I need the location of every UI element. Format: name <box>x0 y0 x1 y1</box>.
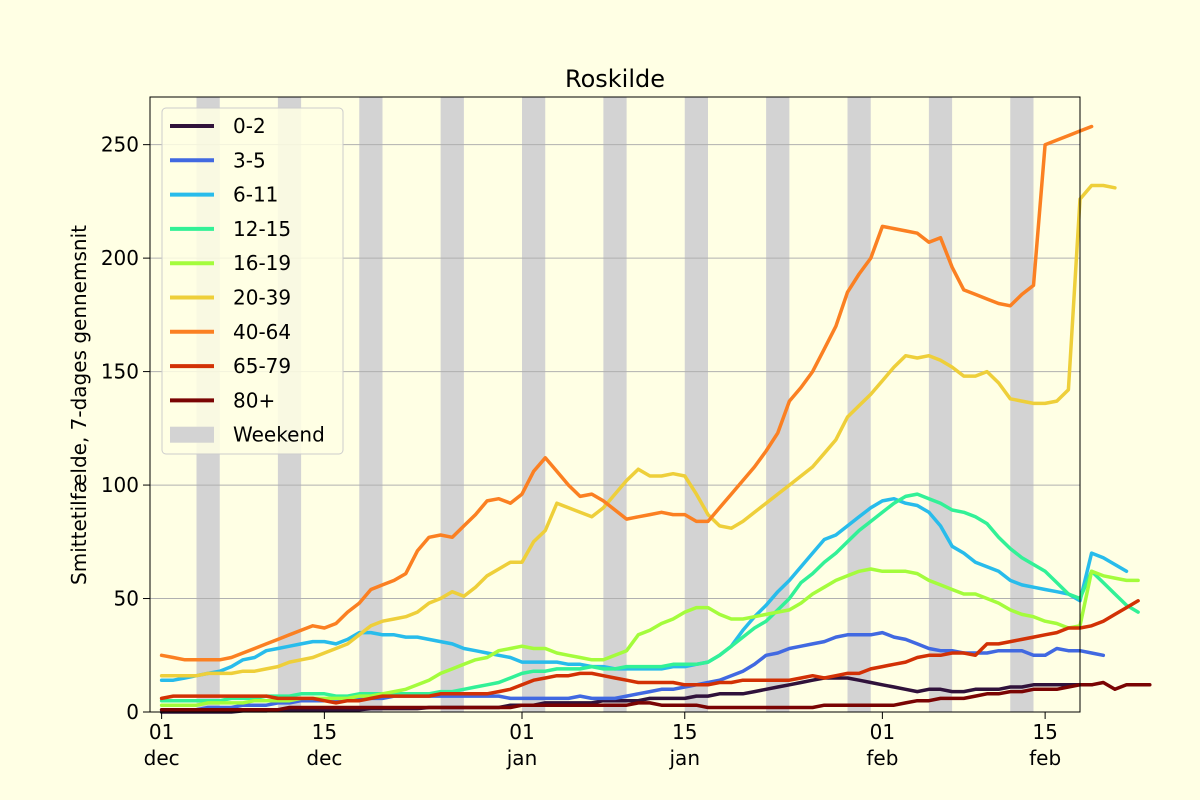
legend-label: 16-19 <box>233 251 291 275</box>
y-tick-label: 250 <box>101 133 139 157</box>
legend-label: 6-11 <box>233 183 278 207</box>
y-tick-label: 50 <box>114 587 139 611</box>
x-tick-label-day: 15 <box>312 720 337 744</box>
weekend-band <box>522 97 545 712</box>
legend-swatch-weekend <box>170 427 214 443</box>
weekend-band <box>603 97 626 712</box>
x-tick-label-month: feb <box>1029 746 1061 770</box>
legend-label: 3-5 <box>233 148 266 172</box>
x-tick-label-day: 01 <box>870 720 895 744</box>
x-tick-label-month: jan <box>506 746 538 770</box>
legend-label: 80+ <box>233 388 275 412</box>
weekend-band <box>441 97 464 712</box>
y-tick-label: 0 <box>126 700 139 724</box>
legend-label: 40-64 <box>233 320 291 344</box>
y-tick-label: 100 <box>101 473 139 497</box>
x-tick-label-month: feb <box>866 746 898 770</box>
y-axis: 0 50 100 150 200 250 <box>101 133 150 724</box>
legend: 0-2 3-5 6-11 12-15 16-19 20-39 40-64 65-79 80+ We… <box>162 108 343 454</box>
legend-label: 12-15 <box>233 217 291 241</box>
legend-label: 20-39 <box>233 286 291 310</box>
chart-title: Roskilde <box>565 65 665 93</box>
x-tick-label-month: dec <box>306 746 342 770</box>
x-tick-label-month: jan <box>669 746 701 770</box>
weekend-band <box>685 97 708 712</box>
weekend-band <box>1010 97 1033 712</box>
weekend-band <box>929 97 952 712</box>
legend-label: 0-2 <box>233 114 266 138</box>
x-tick-label-day: 15 <box>672 720 697 744</box>
x-tick-label-day: 01 <box>509 720 534 744</box>
y-tick-label: 200 <box>101 246 139 270</box>
legend-label-weekend: Weekend <box>233 423 325 447</box>
legend-label: 65-79 <box>233 354 291 378</box>
y-axis-label: Smittetilfælde, 7-dages gennemsnit <box>67 225 91 585</box>
x-tick-label-day: 15 <box>1032 720 1057 744</box>
x-tick-label-day: 01 <box>149 720 174 744</box>
weekend-band <box>359 97 382 712</box>
y-tick-label: 150 <box>101 360 139 384</box>
x-tick-label-month: dec <box>144 746 180 770</box>
